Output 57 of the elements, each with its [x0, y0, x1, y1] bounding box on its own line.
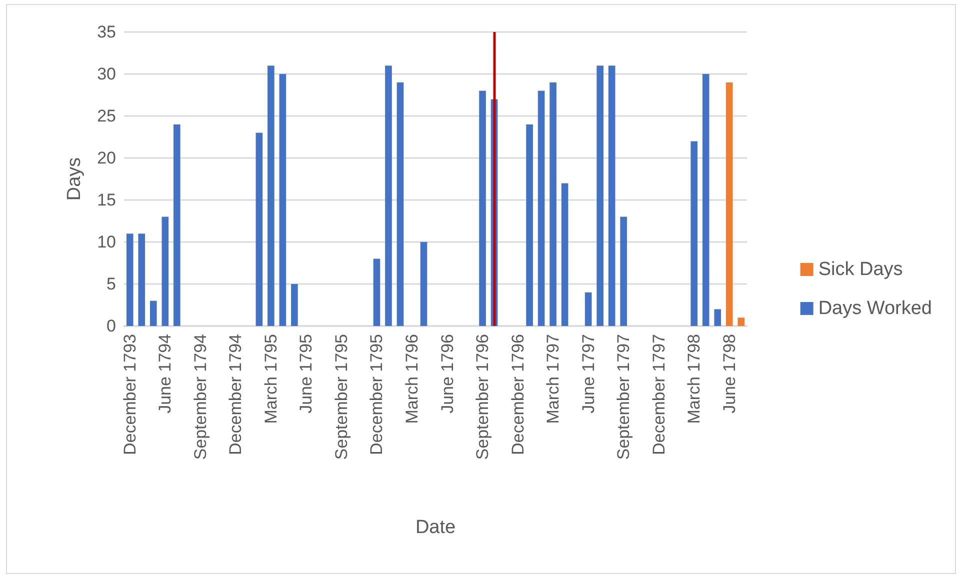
y-tick-label: 30: [97, 64, 116, 84]
x-tick-label: June 1795: [296, 334, 316, 414]
bar: [256, 132, 263, 326]
bar: [702, 74, 710, 326]
y-axis-title: Days: [64, 157, 85, 201]
bar: [620, 216, 627, 326]
x-tick-label: December 1795: [367, 334, 386, 455]
bar: [608, 66, 616, 326]
y-tick-label: 35: [97, 22, 116, 42]
x-tick-label: March 1795: [261, 334, 280, 424]
bar: [561, 183, 568, 326]
bar: [138, 234, 146, 326]
bar: [291, 284, 298, 326]
x-axis-title: Date: [415, 517, 456, 538]
bar: [396, 82, 404, 326]
x-tick-label: March 1796: [402, 334, 422, 424]
y-tick-label: 5: [106, 274, 116, 294]
bar: [173, 124, 180, 326]
bar: [420, 242, 428, 326]
bar: [738, 318, 745, 326]
bar: [726, 82, 733, 326]
x-tick-label: June 1797: [578, 334, 598, 414]
x-tick-label: December 1796: [508, 334, 528, 455]
x-tick-label: June 1794: [156, 334, 175, 414]
bar: [584, 292, 592, 326]
legend-label: Days Worked: [818, 298, 932, 319]
x-tick-label: March 1798: [684, 334, 704, 424]
legend-label: Sick Days: [818, 259, 903, 280]
bar: [126, 234, 134, 326]
x-tick-label: December 1797: [649, 334, 668, 455]
bar: [162, 216, 169, 326]
bar: [714, 309, 722, 326]
y-tick-label: 15: [97, 190, 116, 210]
bar: [596, 66, 604, 326]
bar: [150, 300, 157, 326]
x-tick-label: September 1796: [473, 334, 492, 460]
y-tick-label: 10: [97, 232, 116, 252]
bar: [538, 90, 545, 326]
x-tick-label: December 1793: [120, 334, 140, 455]
bar: [279, 74, 286, 326]
x-tick-label: September 1794: [190, 334, 210, 460]
x-tick-label: December 1794: [226, 334, 246, 455]
x-tick-label: March 1797: [544, 334, 563, 424]
bar: [526, 124, 533, 326]
x-tick-label: September 1797: [614, 334, 634, 460]
bar: [690, 141, 698, 326]
x-tick-label: June 1798: [720, 334, 739, 414]
y-tick-label: 25: [97, 106, 116, 126]
bar: [373, 258, 380, 326]
bar: [268, 66, 274, 326]
bar: [550, 82, 556, 326]
x-tick-label: June 1796: [438, 334, 457, 414]
y-tick-label: 20: [97, 148, 116, 168]
bar: [385, 66, 392, 326]
x-tick-label: September 1795: [332, 334, 351, 460]
y-tick-label: 0: [106, 316, 116, 336]
bar: [479, 90, 486, 326]
